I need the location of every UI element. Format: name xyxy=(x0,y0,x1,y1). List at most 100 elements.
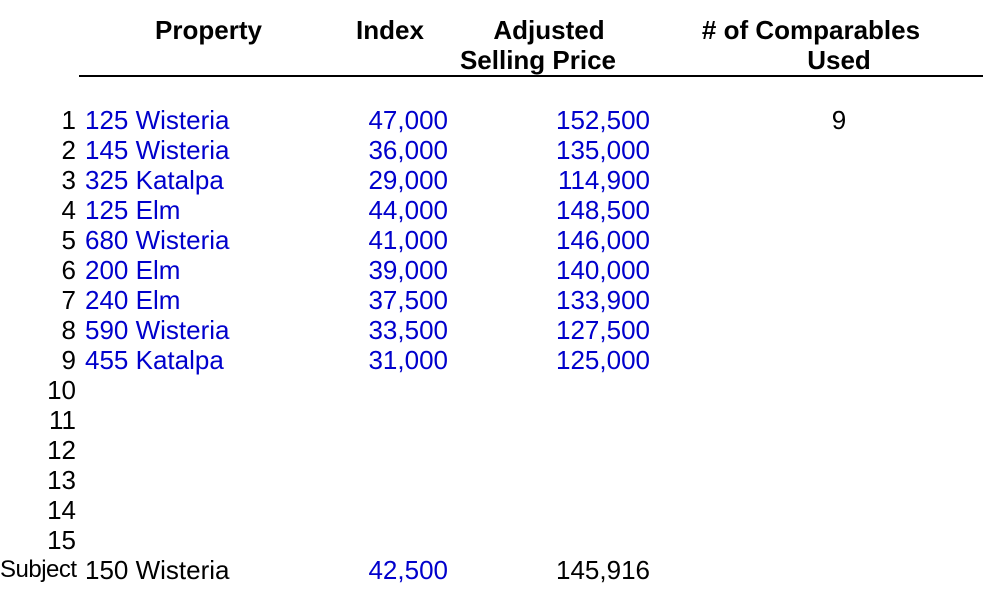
index-cell: 42,500 xyxy=(368,555,448,585)
price-cell xyxy=(448,375,650,405)
index-cell xyxy=(332,405,448,435)
index-cell: 44,000 xyxy=(368,195,448,225)
table-row: 11 xyxy=(0,405,992,435)
comparables-cell xyxy=(650,135,992,165)
index-cell xyxy=(332,465,448,495)
table-row: 9 455 Katalpa 31,000 125,000 xyxy=(0,345,992,375)
col-header-adjusted-line2: Selling Price xyxy=(459,45,617,75)
comparables-cell xyxy=(650,495,992,525)
index-cell xyxy=(332,525,448,555)
comparables-cell xyxy=(650,225,992,255)
col-header-comparables-line1: # of Comparables xyxy=(701,15,921,45)
spacer-cell xyxy=(80,45,332,75)
header-divider xyxy=(79,75,983,77)
table-header: Property Index Adjusted # of Comparables… xyxy=(0,0,992,75)
price-cell: 152,500 xyxy=(556,105,650,135)
index-cell: 37,500 xyxy=(368,285,448,315)
row-label: 10 xyxy=(47,375,76,405)
header-row-1: Property Index Adjusted # of Comparables xyxy=(0,15,992,45)
spacer-cell xyxy=(332,45,448,75)
price-cell xyxy=(448,435,650,465)
index-cell: 36,000 xyxy=(368,135,448,165)
comparables-cell xyxy=(650,315,992,345)
table-row: 2 145 Wisteria 36,000 135,000 xyxy=(0,135,992,165)
row-label: 8 xyxy=(61,315,76,345)
price-cell: 114,900 xyxy=(557,165,650,195)
price-cell: 133,900 xyxy=(556,285,650,315)
row-label: 12 xyxy=(47,435,76,465)
price-cell xyxy=(448,405,650,435)
row-label: Subject xyxy=(0,556,77,583)
index-cell xyxy=(332,435,448,465)
property-cell xyxy=(80,375,332,405)
price-cell xyxy=(448,495,650,525)
price-cell xyxy=(448,465,650,495)
row-label: 13 xyxy=(47,465,76,495)
price-cell: 127,500 xyxy=(556,315,650,345)
row-label: 3 xyxy=(61,165,76,195)
index-cell xyxy=(332,375,448,405)
comparables-cell xyxy=(650,195,992,225)
index-cell: 29,000 xyxy=(368,165,448,195)
col-header-property: Property xyxy=(155,15,262,45)
comparables-cell xyxy=(650,555,992,585)
col-header-adjusted-line1: Adjusted xyxy=(493,15,605,45)
property-cell: 145 Wisteria xyxy=(85,135,230,165)
row-label: 5 xyxy=(61,225,76,255)
table-row: 5 680 Wisteria 41,000 146,000 xyxy=(0,225,992,255)
row-label: 14 xyxy=(47,495,76,525)
index-cell: 31,000 xyxy=(368,345,448,375)
comparables-cell xyxy=(650,375,992,405)
property-cell: 325 Katalpa xyxy=(85,165,224,195)
index-cell: 33,500 xyxy=(368,315,448,345)
price-cell: 145,916 xyxy=(556,555,650,585)
price-cell: 146,000 xyxy=(556,225,650,255)
index-cell: 47,000 xyxy=(368,105,448,135)
property-cell: 680 Wisteria xyxy=(85,225,230,255)
row-label: 11 xyxy=(49,405,76,435)
property-cell xyxy=(80,405,332,435)
property-cell: 125 Wisteria xyxy=(85,105,230,135)
index-cell: 41,000 xyxy=(368,225,448,255)
comparables-cell xyxy=(650,465,992,495)
row-label: 15 xyxy=(47,525,76,555)
index-cell xyxy=(332,495,448,525)
table-row: 13 xyxy=(0,465,992,495)
index-cell: 39,000 xyxy=(368,255,448,285)
property-cell xyxy=(80,495,332,525)
comparables-cell xyxy=(650,405,992,435)
table-row: 3 325 Katalpa 29,000 114,900 xyxy=(0,165,992,195)
comparables-cell xyxy=(650,435,992,465)
property-cell: 455 Katalpa xyxy=(85,345,224,375)
row-label: 4 xyxy=(61,195,76,225)
table-row: 15 xyxy=(0,525,992,555)
property-cell: 240 Elm xyxy=(85,285,181,315)
row-label: 7 xyxy=(61,285,76,315)
table-row: 8 590 Wisteria 33,500 127,500 xyxy=(0,315,992,345)
table-row: Subject 150 Wisteria 42,500 145,916 xyxy=(0,555,992,585)
price-cell xyxy=(448,525,650,555)
property-cell: 200 Elm xyxy=(85,255,181,285)
comparables-cell xyxy=(650,345,992,375)
spacer-cell xyxy=(0,45,80,75)
comparables-cell: 9 xyxy=(831,105,847,135)
property-cell: 125 Elm xyxy=(85,195,181,225)
table-row: 1 125 Wisteria 47,000 152,500 9 xyxy=(0,105,992,135)
row-label: 1 xyxy=(61,105,76,135)
property-cell: 590 Wisteria xyxy=(85,315,230,345)
property-cell: 150 Wisteria xyxy=(85,555,230,585)
comparables-cell xyxy=(650,525,992,555)
row-label: 9 xyxy=(61,345,76,375)
header-row-2: Selling Price Used xyxy=(0,45,992,75)
price-cell: 140,000 xyxy=(556,255,650,285)
comparables-cell xyxy=(650,255,992,285)
row-label-header xyxy=(0,15,80,45)
comparables-cell xyxy=(650,285,992,315)
table-row: 12 xyxy=(0,435,992,465)
table-body: 1 125 Wisteria 47,000 152,500 9 2 145 Wi… xyxy=(0,105,992,585)
property-cell xyxy=(80,465,332,495)
table-row: 4 125 Elm 44,000 148,500 xyxy=(0,195,992,225)
property-cell xyxy=(80,435,332,465)
row-label: 6 xyxy=(61,255,76,285)
